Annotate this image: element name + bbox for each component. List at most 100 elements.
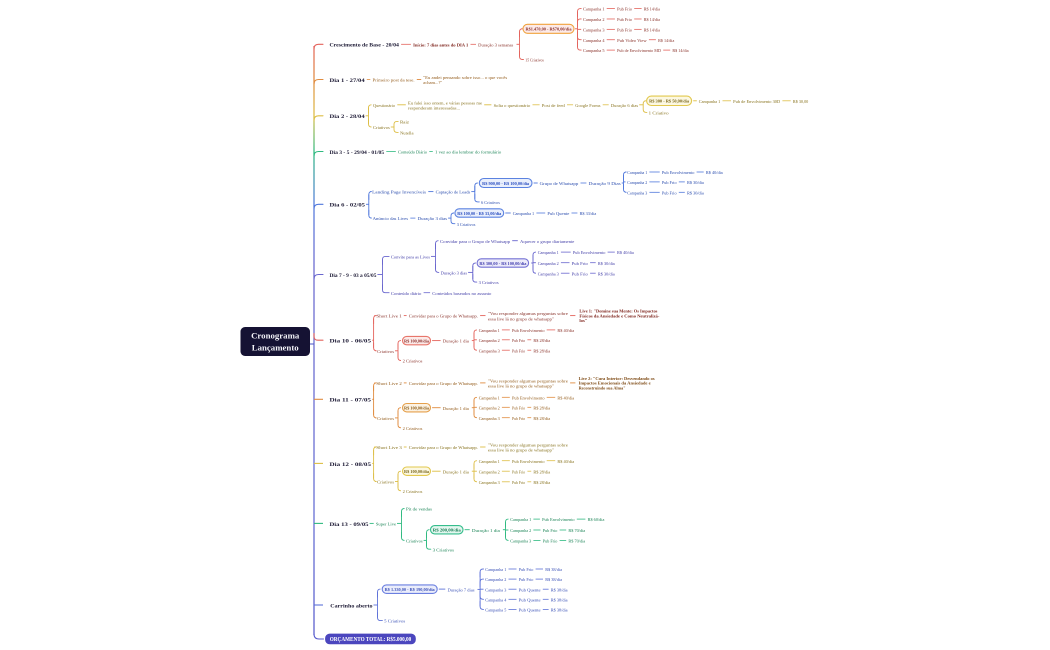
svg-text:R$ 40/dia: R$ 40/dia: [557, 395, 574, 400]
svg-text:5 Criativos: 5 Criativos: [384, 619, 405, 624]
svg-text:Duração 1 dia: Duração 1 dia: [443, 339, 469, 344]
svg-text:"Eu andei pensando sobre isso.: "Eu andei pensando sobre isso... o que v…: [423, 75, 507, 80]
svg-text:Campanha 1: Campanha 1: [538, 250, 559, 255]
svg-text:Campanha 3: Campanha 3: [627, 190, 648, 195]
svg-text:3 Criativos: 3 Criativos: [433, 547, 455, 552]
svg-text:R$ 60/dia: R$ 60/dia: [588, 517, 605, 522]
svg-text:Campanha 4: Campanha 4: [485, 597, 507, 602]
svg-text:Criativos: Criativos: [377, 349, 394, 354]
svg-text:"Vou responder algumas pergunt: "Vou responder algumas perguntas sobre: [488, 311, 568, 316]
svg-text:15 Criativos: 15 Criativos: [525, 58, 544, 63]
svg-text:responderam interessadas...: responderam interessadas...: [408, 106, 460, 111]
svg-text:Pub Envolvimento: Pub Envolvimento: [542, 517, 575, 522]
svg-text:Campanha 2: Campanha 2: [510, 528, 531, 533]
svg-text:3 Criativos: 3 Criativos: [479, 280, 499, 285]
svg-text:Pub Frio: Pub Frio: [512, 405, 526, 410]
svg-text:Carrinho aberto: Carrinho aberto: [330, 603, 373, 609]
svg-text:R$ 30/dia: R$ 30/dia: [687, 190, 704, 195]
svg-text:R$ 33/dia: R$ 33/dia: [580, 211, 597, 216]
svg-text:Dia 1 - 27/04: Dia 1 - 27/04: [330, 78, 366, 84]
svg-text:Pub Envolvimento: Pub Envolvimento: [512, 395, 545, 400]
svg-text:Campanha 2: Campanha 2: [479, 338, 500, 343]
svg-text:Pub Frio: Pub Frio: [512, 480, 526, 485]
svg-text:Campanha 3: Campanha 3: [510, 539, 532, 544]
svg-text:Campanha 1: Campanha 1: [513, 211, 535, 216]
svg-text:Campanha 1: Campanha 1: [699, 99, 721, 104]
svg-text:Conteúdo Diário: Conteúdo Diário: [398, 150, 428, 155]
svg-text:R$ 200,00/dia: R$ 200,00/dia: [433, 528, 461, 533]
svg-text:R$ 38/dia: R$ 38/dia: [551, 608, 568, 613]
svg-text:Pub Quente: Pub Quente: [519, 608, 541, 613]
svg-text:Duração 3 dias: Duração 3 dias: [441, 271, 468, 276]
svg-text:Pub Frio: Pub Frio: [662, 190, 677, 195]
svg-text:Campanha 3: Campanha 3: [485, 587, 507, 592]
svg-text:Google Forms: Google Forms: [575, 103, 600, 108]
svg-text:Campanha 1: Campanha 1: [627, 170, 647, 175]
svg-text:Início: 7 dias antes do DIA 1: Início: 7 dias antes do DIA 1: [413, 42, 468, 47]
svg-text:R$ 38/dia: R$ 38/dia: [551, 597, 568, 602]
svg-text:Campanha 5: Campanha 5: [583, 48, 605, 53]
svg-text:R$ 38/dia: R$ 38/dia: [545, 567, 562, 572]
svg-text:R$ 38/dia: R$ 38/dia: [551, 587, 568, 592]
svg-text:Campanha 2: Campanha 2: [485, 577, 506, 582]
svg-text:Solta o questionário: Solta o questionário: [494, 103, 532, 108]
svg-text:Campanha 1: Campanha 1: [485, 567, 506, 572]
svg-text:Pub Frio: Pub Frio: [572, 271, 589, 276]
svg-text:Criativos: Criativos: [377, 480, 394, 485]
svg-text:Convidar para o Grupo de Whats: Convidar para o Grupo de Whatsapp.: [409, 381, 478, 386]
svg-text:Anúncio das Lives: Anúncio das Lives: [373, 216, 409, 221]
svg-text:Dia 3 - 5 - 29/04 - 01/05: Dia 3 - 5 - 29/04 - 01/05: [330, 150, 385, 156]
svg-text:Dia 6 - 02/05: Dia 6 - 02/05: [330, 203, 366, 209]
svg-text:Campanha 2: Campanha 2: [538, 261, 559, 266]
svg-text:Short Live 3: Short Live 3: [376, 445, 402, 450]
svg-text:los": los": [579, 318, 587, 323]
svg-text:Landing Page Invencíveis: Landing Page Invencíveis: [372, 190, 426, 195]
svg-text:Conteúdo diário: Conteúdo diário: [391, 291, 422, 296]
svg-text:Campanha 1: Campanha 1: [479, 395, 500, 400]
svg-text:R$ 28/dia: R$ 28/dia: [533, 348, 550, 353]
svg-text:Duração 3 semanas: Duração 3 semanas: [478, 42, 513, 47]
svg-text:Campanha 2: Campanha 2: [627, 180, 647, 185]
svg-text:2 Criativos: 2 Criativos: [403, 489, 423, 494]
svg-text:Short Live 2: Short Live 2: [376, 381, 401, 386]
svg-text:R$ 40/dia: R$ 40/dia: [617, 250, 634, 255]
svg-text:R$ 14/dia: R$ 14/dia: [644, 27, 660, 32]
svg-text:R$ 40/dia: R$ 40/dia: [557, 328, 574, 333]
svg-text:Aquecer o grupo diariamente: Aquecer o grupo diariamente: [520, 239, 574, 244]
svg-text:Campanha 1: Campanha 1: [479, 328, 500, 333]
svg-text:Pub Video View: Pub Video View: [617, 38, 647, 43]
svg-text:Convidar para o Grupo de Whats: Convidar para o Grupo de Whatsapp.: [409, 314, 478, 319]
svg-text:Impactos Emocionais da Ansieda: Impactos Emocionais da Ansiedade e: [579, 381, 651, 386]
svg-text:Criativos: Criativos: [406, 539, 423, 544]
svg-text:Campanha 1: Campanha 1: [583, 7, 605, 12]
svg-text:Post de feed: Post de feed: [542, 103, 566, 108]
svg-text:Campanha 1: Campanha 1: [479, 459, 500, 464]
svg-text:Pub Frio: Pub Frio: [617, 17, 633, 22]
svg-text:Duração 9 Dias: Duração 9 Dias: [589, 181, 621, 186]
svg-text:Primeiro post da tese.: Primeiro post da tese.: [373, 78, 415, 83]
svg-text:R$ 100,00/dia: R$ 100,00/dia: [404, 406, 429, 411]
svg-text:R$ 30/dia: R$ 30/dia: [598, 261, 615, 266]
svg-text:Convidar para o Grupo de Whats: Convidar para o Grupo de Whatsapp: [440, 239, 511, 244]
svg-text:R$ 28/dia: R$ 28/dia: [533, 416, 550, 421]
svg-text:essa live lá no grupo de whats: essa live lá no grupo de whatsapp": [488, 448, 554, 453]
svg-text:Pub Frio: Pub Frio: [572, 261, 589, 266]
svg-text:R$ 1.330,00 - R$ 190,00/dia: R$ 1.330,00 - R$ 190,00/dia: [385, 587, 435, 592]
svg-text:Pub Envolvimento: Pub Envolvimento: [512, 459, 545, 464]
svg-text:Dia 11 - 07/05: Dia 11 - 07/05: [330, 398, 372, 404]
svg-text:Duração 1 dia: Duração 1 dia: [472, 528, 500, 533]
svg-text:Captação de Leads: Captação de Leads: [436, 190, 471, 195]
svg-text:Duração 3 dias: Duração 3 dias: [418, 216, 448, 221]
svg-text:R$ 100,00 - R$ 33,00/dia: R$ 100,00 - R$ 33,00/dia: [457, 211, 501, 216]
svg-text:Dia 12 - 08/05: Dia 12 - 08/05: [330, 462, 372, 468]
svg-text:Duração 1 dia: Duração 1 dia: [443, 469, 469, 474]
svg-text:R$ 28/dia: R$ 28/dia: [533, 480, 550, 485]
svg-text:Convidar para o Grupo de Whats: Convidar para o Grupo de Whatsapp.: [409, 445, 478, 450]
svg-text:R$ 30,00: R$ 30,00: [793, 99, 809, 105]
svg-text:Pub Frio: Pub Frio: [512, 469, 526, 474]
svg-text:Físicos da Ansiedade e Como Ne: Físicos da Ansiedade e Como Neutralizá-: [579, 313, 660, 318]
svg-text:Pub Frio: Pub Frio: [512, 416, 526, 421]
svg-text:Pub de Envolvimento MD: Pub de Envolvimento MD: [617, 48, 661, 53]
svg-text:Campanha 2: Campanha 2: [479, 405, 500, 410]
svg-text:"Vou responder algumas pergunt: "Vou responder algumas perguntas sobre: [488, 378, 568, 383]
